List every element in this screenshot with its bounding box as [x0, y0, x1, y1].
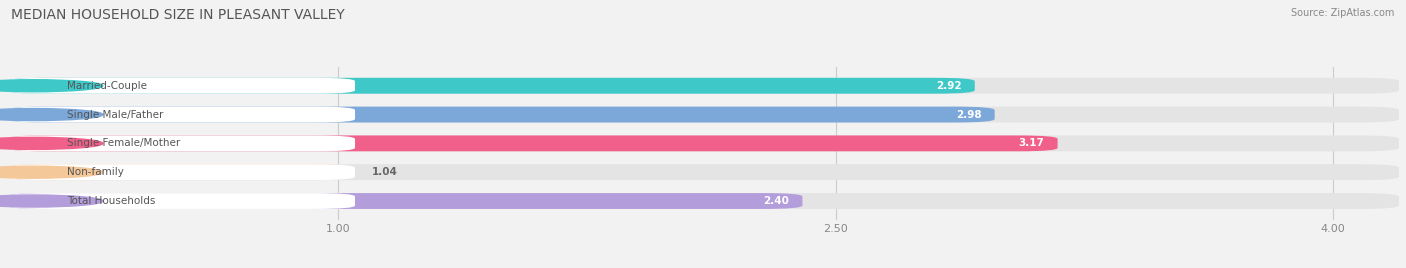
Circle shape	[0, 80, 103, 92]
Text: 2.92: 2.92	[936, 81, 962, 91]
FancyBboxPatch shape	[7, 135, 1399, 151]
Circle shape	[0, 109, 103, 121]
Text: Non-family: Non-family	[66, 167, 124, 177]
Text: 1.04: 1.04	[371, 167, 398, 177]
FancyBboxPatch shape	[7, 78, 1399, 94]
FancyBboxPatch shape	[7, 135, 354, 151]
FancyBboxPatch shape	[7, 78, 974, 94]
Text: Married-Couple: Married-Couple	[66, 81, 146, 91]
FancyBboxPatch shape	[7, 164, 1399, 180]
FancyBboxPatch shape	[7, 135, 1057, 151]
Text: 3.17: 3.17	[1018, 138, 1045, 148]
FancyBboxPatch shape	[7, 193, 354, 209]
Text: 2.98: 2.98	[956, 110, 981, 120]
Text: 2.40: 2.40	[763, 196, 789, 206]
FancyBboxPatch shape	[7, 164, 351, 180]
FancyBboxPatch shape	[7, 193, 803, 209]
FancyBboxPatch shape	[7, 78, 354, 94]
FancyBboxPatch shape	[7, 164, 354, 180]
Text: Single Female/Mother: Single Female/Mother	[66, 138, 180, 148]
Text: Total Households: Total Households	[66, 196, 155, 206]
Text: Source: ZipAtlas.com: Source: ZipAtlas.com	[1291, 8, 1395, 18]
Text: MEDIAN HOUSEHOLD SIZE IN PLEASANT VALLEY: MEDIAN HOUSEHOLD SIZE IN PLEASANT VALLEY	[11, 8, 344, 22]
Circle shape	[0, 166, 103, 178]
Text: Single Male/Father: Single Male/Father	[66, 110, 163, 120]
Circle shape	[0, 195, 103, 207]
FancyBboxPatch shape	[7, 193, 1399, 209]
FancyBboxPatch shape	[7, 107, 354, 122]
Circle shape	[0, 137, 103, 149]
FancyBboxPatch shape	[7, 107, 1399, 122]
FancyBboxPatch shape	[7, 107, 994, 122]
